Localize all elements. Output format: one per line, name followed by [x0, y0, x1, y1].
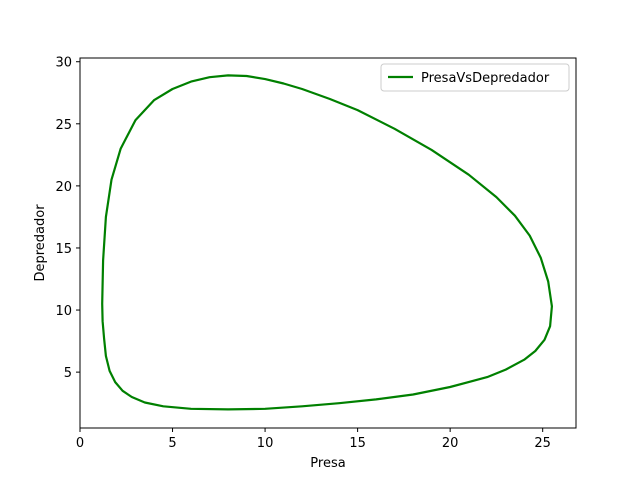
x-axis-label: Presa — [310, 456, 345, 471]
x-tick-label: 10 — [257, 436, 274, 451]
x-tick-label: 20 — [442, 436, 459, 451]
legend-box — [380, 63, 570, 92]
y-tick-label: 10 — [55, 304, 72, 319]
x-axis-ticks: 0 5 10 15 20 25 — [76, 428, 551, 451]
x-tick-label: 25 — [534, 436, 551, 451]
legend: PresaVsDepredador — [380, 63, 570, 92]
y-tick-label: 30 — [55, 56, 72, 71]
y-tick-label: 20 — [55, 180, 72, 195]
y-tick-label: 5 — [64, 366, 72, 381]
x-tick-label: 5 — [168, 436, 176, 451]
series-line-presa-vs-depredador — [101, 74, 554, 411]
y-tick-label: 15 — [55, 242, 72, 257]
y-tick-label: 25 — [55, 118, 72, 133]
legend-label: PresaVsDepredador — [421, 71, 550, 86]
x-tick-label: 0 — [76, 436, 84, 451]
plot-frame — [79, 57, 577, 429]
plot-area — [80, 58, 576, 428]
y-axis-ticks: 5 10 15 20 25 30 — [55, 56, 80, 381]
y-axis-label: Depredador — [33, 204, 48, 282]
x-tick-label: 15 — [349, 436, 366, 451]
